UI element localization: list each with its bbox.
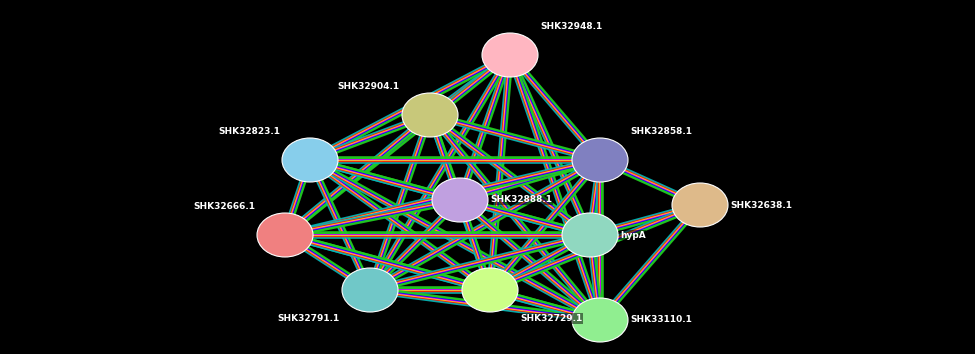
Text: SHK32729.1: SHK32729.1 bbox=[520, 314, 582, 323]
Ellipse shape bbox=[462, 268, 518, 312]
Text: SHK32823.1: SHK32823.1 bbox=[218, 127, 280, 136]
Text: hypA: hypA bbox=[620, 230, 645, 240]
Text: SHK32791.1: SHK32791.1 bbox=[278, 314, 340, 323]
Ellipse shape bbox=[672, 183, 728, 227]
Text: SHK32904.1: SHK32904.1 bbox=[338, 82, 400, 91]
Ellipse shape bbox=[282, 138, 338, 182]
Ellipse shape bbox=[432, 178, 488, 222]
Text: SHK33110.1: SHK33110.1 bbox=[630, 315, 692, 325]
Ellipse shape bbox=[562, 213, 618, 257]
Text: SHK32858.1: SHK32858.1 bbox=[630, 127, 692, 136]
Ellipse shape bbox=[572, 298, 628, 342]
Ellipse shape bbox=[342, 268, 398, 312]
Ellipse shape bbox=[402, 93, 458, 137]
Ellipse shape bbox=[572, 138, 628, 182]
Text: SHK32666.1: SHK32666.1 bbox=[193, 202, 255, 211]
Ellipse shape bbox=[482, 33, 538, 77]
Text: SHK32888.1: SHK32888.1 bbox=[490, 195, 552, 205]
Text: SHK32638.1: SHK32638.1 bbox=[730, 200, 792, 210]
Text: SHK32948.1: SHK32948.1 bbox=[540, 22, 603, 31]
Ellipse shape bbox=[257, 213, 313, 257]
